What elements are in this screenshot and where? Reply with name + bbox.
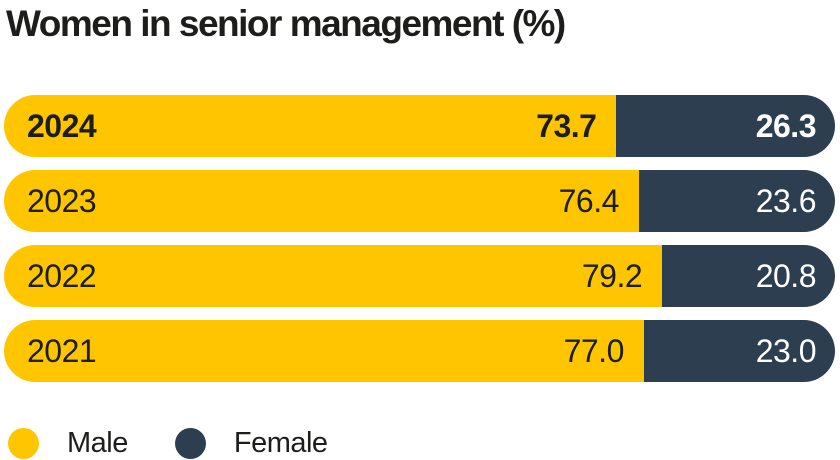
year-label: 2024 — [27, 107, 97, 144]
bars-container: 2024 73.7 26.3 2023 76.4 23.6 2022 79.2 … — [4, 95, 836, 382]
female-value-label: 20.8 — [755, 257, 817, 294]
male-value-label: 76.4 — [558, 182, 620, 219]
female-value-label: 23.6 — [755, 182, 817, 219]
legend: Male Female — [8, 427, 836, 459]
bar-segment-female-2023: 23.6 — [638, 170, 835, 232]
bar-segment-male-2024: 2024 73.7 — [4, 95, 617, 157]
male-legend-label: Male — [67, 426, 128, 459]
bar-row-2021: 2021 77.0 23.0 — [4, 320, 835, 382]
bar-segment-male-2022: 2022 79.2 — [4, 245, 663, 307]
female-value-label: 26.3 — [755, 107, 817, 144]
bar-row-2023: 2023 76.4 23.6 — [4, 170, 835, 232]
year-label: 2022 — [27, 257, 97, 294]
year-label: 2023 — [27, 182, 97, 219]
legend-item-female: Female — [174, 426, 328, 460]
chart-title: Women in senior management (%) — [6, 3, 566, 44]
male-legend-swatch — [8, 427, 39, 459]
year-label: 2021 — [27, 332, 97, 369]
female-legend-label: Female — [233, 426, 328, 459]
bar-segment-male-2021: 2021 77.0 — [4, 320, 644, 382]
female-legend-swatch — [174, 427, 206, 459]
female-value-label: 23.0 — [755, 332, 817, 369]
bar-row-2022: 2022 79.2 20.8 — [4, 245, 835, 307]
male-value-label: 79.2 — [581, 257, 643, 294]
bar-segment-male-2023: 2023 76.4 — [4, 170, 639, 232]
bar-segment-female-2022: 20.8 — [662, 245, 835, 307]
male-value-label: 77.0 — [563, 332, 625, 369]
bar-segment-female-2024: 26.3 — [616, 95, 835, 157]
bar-row-2024: 2024 73.7 26.3 — [4, 95, 835, 157]
male-value-label: 73.7 — [536, 107, 597, 144]
legend-item-male: Male — [8, 427, 128, 460]
bar-segment-female-2021: 23.0 — [643, 320, 835, 382]
